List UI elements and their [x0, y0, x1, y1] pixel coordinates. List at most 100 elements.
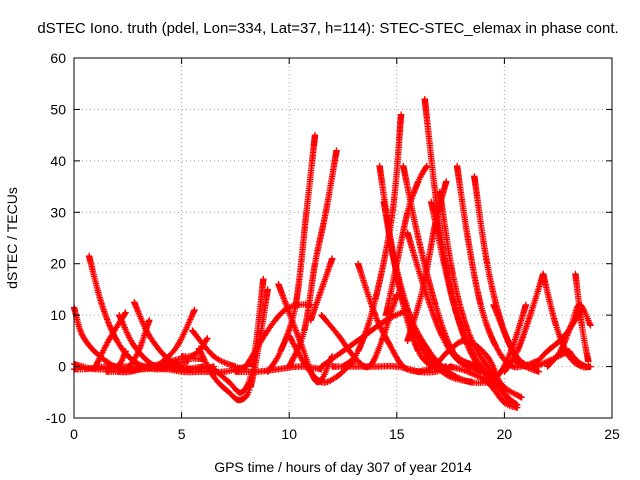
y-tick-label: 50: [50, 101, 66, 117]
data-series-arc: [501, 270, 547, 375]
data-series-arc: [210, 275, 267, 396]
data-point-marker: [487, 357, 494, 365]
data-point-marker: [471, 341, 478, 349]
data-series-arc: [565, 347, 594, 371]
data-series-arc: [307, 255, 336, 324]
data-point-marker: [386, 341, 393, 349]
data-series-arc: [572, 270, 592, 365]
data-series-arc: [447, 363, 521, 411]
data-point-marker: [474, 372, 481, 380]
data-point-marker: [109, 362, 117, 369]
plot-frame: [73, 57, 613, 419]
data-point-marker: [511, 390, 519, 398]
data-point-marker: [541, 359, 548, 367]
x-tick-label: 25: [604, 426, 620, 442]
data-point-marker: [535, 368, 543, 375]
data-point-marker: [377, 325, 385, 332]
data-point-marker: [456, 375, 463, 382]
data-point-marker: [333, 147, 340, 154]
data-point-marker: [470, 370, 477, 378]
data-point-marker: [199, 353, 206, 360]
data-point-marker: [187, 316, 194, 323]
data-point-marker: [559, 342, 567, 350]
data-point-marker: [469, 338, 476, 346]
y-axis-label: dSTEC / TECUs: [4, 187, 20, 289]
y-tick-label: 30: [50, 204, 66, 220]
data-series-arc: [131, 299, 218, 373]
data-point-marker: [539, 360, 547, 367]
data-point-marker: [371, 355, 378, 362]
data-point-marker: [561, 338, 568, 345]
data-point-marker: [397, 309, 404, 317]
data-point-marker: [559, 344, 566, 351]
data-point-marker: [106, 322, 113, 329]
data-point-marker: [106, 323, 114, 330]
data-series-arc: [453, 162, 540, 371]
data-series-arc: [286, 332, 357, 386]
data-series-arc: [511, 306, 586, 371]
data-point-marker: [538, 361, 545, 368]
data-point-marker: [95, 356, 102, 364]
y-tick-label: 20: [50, 256, 66, 272]
data-point-marker: [187, 314, 195, 322]
x-tick-label: 20: [497, 426, 513, 442]
data-point-marker: [204, 335, 211, 342]
y-tick-label: -10: [46, 410, 66, 426]
data-point-marker: [585, 358, 592, 365]
data-point-marker: [397, 111, 405, 118]
data-point-marker: [562, 336, 569, 344]
data-point-marker: [378, 326, 385, 333]
data-point-marker: [221, 359, 228, 366]
data-point-marker: [198, 350, 205, 357]
y-tick-label: 60: [50, 50, 66, 66]
x-tick-label: 10: [281, 426, 297, 442]
data-point-marker: [453, 373, 460, 381]
data-point-marker: [376, 322, 383, 329]
data-point-marker: [455, 374, 462, 381]
data-series-arc: [92, 309, 129, 370]
chart-title: dSTEC Iono. truth (pdel, Lon=334, Lat=37…: [37, 20, 618, 37]
data-series-arc: [124, 317, 153, 373]
data-point-marker: [505, 339, 512, 346]
data-point-marker: [146, 317, 153, 324]
data-point-marker: [260, 275, 267, 283]
data-point-marker: [122, 309, 129, 316]
data-series-arc: [421, 95, 508, 396]
data-point-marker: [291, 353, 298, 360]
data-point-marker: [587, 363, 594, 370]
data-point-marker: [329, 255, 336, 262]
data-point-marker: [506, 340, 513, 347]
data-point-marker: [486, 356, 493, 363]
data-point-marker: [473, 362, 481, 370]
x-tick-label: 15: [389, 426, 405, 442]
data-series-arc: [264, 131, 319, 375]
x-tick-label: 5: [178, 426, 186, 442]
data-point-marker: [443, 178, 450, 185]
data-point-marker: [560, 339, 568, 347]
data-point-marker: [198, 351, 206, 359]
y-tick-label: 10: [50, 307, 66, 323]
data-point-marker: [560, 341, 567, 348]
data-point-marker: [94, 358, 102, 365]
data-point-marker: [119, 319, 126, 327]
data-point-marker: [264, 286, 271, 293]
data-marks: [70, 95, 594, 411]
data-point-marker: [377, 323, 384, 331]
data-point-marker: [108, 361, 115, 369]
data-point-marker: [402, 365, 410, 372]
data-point-marker: [522, 301, 530, 309]
data-point-marker: [78, 331, 86, 338]
data-point-marker: [471, 371, 478, 378]
data-point-marker: [311, 131, 319, 139]
data-point-marker: [413, 328, 421, 335]
data-point-marker: [107, 324, 114, 332]
x-tick-label: 0: [70, 426, 78, 442]
data-point-marker: [536, 361, 544, 369]
data-point-marker: [518, 394, 525, 401]
data-point-marker: [349, 355, 357, 362]
data-point-marker: [78, 329, 85, 337]
data-point-marker: [487, 359, 495, 366]
data-point-marker: [370, 356, 378, 364]
